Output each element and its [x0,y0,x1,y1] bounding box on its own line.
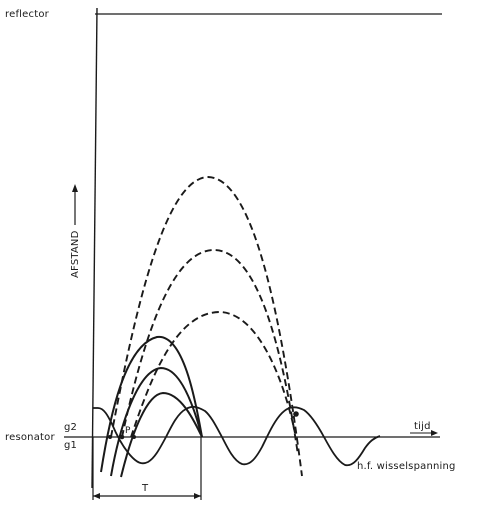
tijd-label: tijd [414,421,431,432]
period-label: T [141,483,149,494]
gap-dot-middle [132,435,136,439]
period-arrow-left [93,493,100,499]
afstand-label: AFSTAND [70,230,81,278]
point-p-label: P [125,426,131,436]
solid-trajectory-2 [110,366,203,477]
g2-label: g2 [64,422,77,433]
afstand-arrow-head [72,184,78,192]
tijd-arrow-head [431,430,438,436]
gap-dot-left [108,435,112,439]
dashed-trajectory-1 [110,176,303,477]
dashed-trajectory-3 [130,311,296,438]
hf-voltage-wave [93,405,381,467]
vertical-axis [91,7,98,489]
bunch-dot [293,411,299,417]
point-p-dot [119,434,125,440]
hf-voltage-label: h.f. wisselspanning [357,461,456,472]
period-arrow-right [194,493,201,499]
g1-label: g1 [64,440,77,451]
solid-trajectory-3 [120,391,203,478]
reflector-label: reflector [5,9,50,20]
dashed-trajectory-2 [121,249,299,456]
resonator-label: resonator [5,432,55,443]
solid-trajectory-1 [100,335,203,473]
